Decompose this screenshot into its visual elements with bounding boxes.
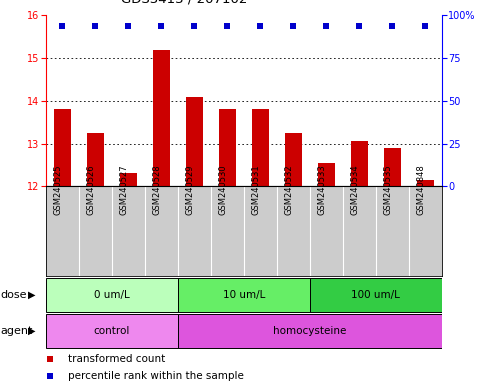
Point bbox=[46, 373, 54, 379]
Text: GSM240532: GSM240532 bbox=[284, 164, 293, 215]
Text: 10 um/L: 10 um/L bbox=[223, 290, 265, 300]
Point bbox=[224, 23, 231, 30]
Bar bbox=[186, 96, 203, 186]
Point bbox=[190, 23, 198, 30]
Text: transformed count: transformed count bbox=[68, 354, 165, 364]
Text: ▶: ▶ bbox=[28, 326, 36, 336]
Bar bbox=[310, 278, 442, 311]
Point bbox=[323, 23, 330, 30]
Text: GSM240535: GSM240535 bbox=[384, 164, 392, 215]
Bar bbox=[318, 163, 335, 186]
Bar bbox=[417, 180, 434, 186]
Point bbox=[388, 23, 396, 30]
Bar bbox=[46, 314, 178, 348]
Text: percentile rank within the sample: percentile rank within the sample bbox=[68, 371, 243, 381]
Text: GDS3413 / 207102: GDS3413 / 207102 bbox=[121, 0, 248, 6]
Text: GSM240530: GSM240530 bbox=[218, 164, 227, 215]
Text: GSM240528: GSM240528 bbox=[153, 164, 161, 215]
Bar bbox=[351, 141, 368, 186]
Text: dose: dose bbox=[0, 290, 27, 300]
Bar bbox=[285, 133, 302, 186]
Point bbox=[289, 23, 297, 30]
Bar bbox=[46, 278, 178, 311]
Bar bbox=[252, 109, 269, 186]
Point bbox=[256, 23, 264, 30]
Text: 0 um/L: 0 um/L bbox=[94, 290, 130, 300]
Bar bbox=[219, 109, 236, 186]
Text: homocysteine: homocysteine bbox=[273, 326, 347, 336]
Text: 100 um/L: 100 um/L bbox=[352, 290, 400, 300]
Point bbox=[157, 23, 165, 30]
Point bbox=[125, 23, 132, 30]
Point bbox=[58, 23, 66, 30]
Text: ▶: ▶ bbox=[28, 290, 36, 300]
Text: GSM240531: GSM240531 bbox=[252, 164, 260, 215]
Point bbox=[46, 356, 54, 362]
Bar bbox=[178, 278, 310, 311]
Point bbox=[91, 23, 99, 30]
Bar bbox=[178, 314, 442, 348]
Text: control: control bbox=[94, 326, 130, 336]
Text: GSM240526: GSM240526 bbox=[86, 164, 95, 215]
Bar bbox=[54, 109, 71, 186]
Bar bbox=[384, 148, 401, 186]
Bar bbox=[120, 174, 137, 186]
Bar bbox=[153, 50, 170, 186]
Text: GSM240527: GSM240527 bbox=[119, 164, 128, 215]
Text: GSM240534: GSM240534 bbox=[351, 164, 359, 215]
Text: GSM240533: GSM240533 bbox=[317, 164, 327, 215]
Text: agent: agent bbox=[0, 326, 33, 336]
Text: GSM240525: GSM240525 bbox=[54, 165, 62, 215]
Text: GSM240848: GSM240848 bbox=[416, 164, 426, 215]
Point bbox=[422, 23, 429, 30]
Bar bbox=[87, 133, 104, 186]
Point bbox=[355, 23, 363, 30]
Text: GSM240529: GSM240529 bbox=[185, 165, 194, 215]
